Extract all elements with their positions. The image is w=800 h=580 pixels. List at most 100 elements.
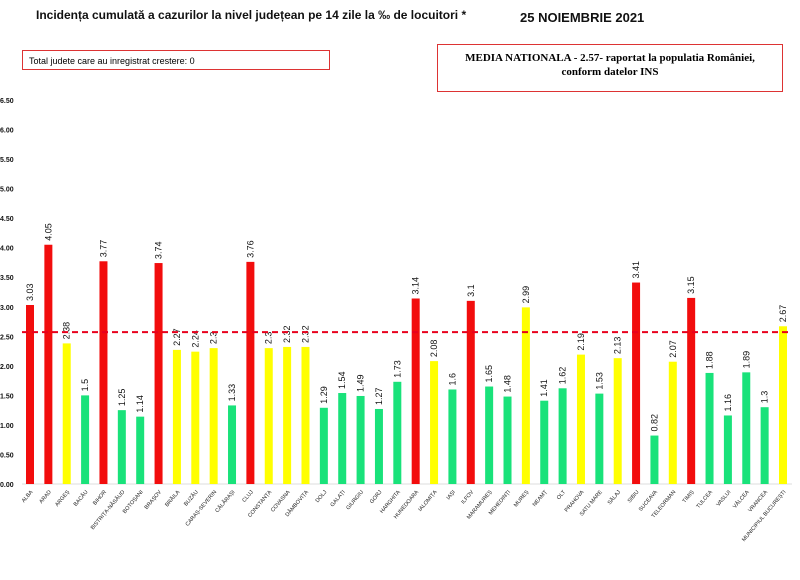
- y-tick-label: 0.00: [0, 482, 14, 489]
- data-label: 2.08: [429, 340, 439, 358]
- data-label: 2.27: [172, 328, 182, 346]
- bar: [613, 358, 622, 484]
- x-tick-label: TULCEA: [696, 489, 715, 510]
- data-label: 2.32: [282, 325, 292, 343]
- data-label: 1.48: [503, 375, 513, 393]
- data-label: 2.19: [576, 333, 586, 351]
- data-label: 3.41: [631, 261, 641, 279]
- data-label: 2.32: [300, 325, 310, 343]
- bar: [742, 372, 751, 484]
- data-label: 1.5: [80, 379, 90, 392]
- y-tick-label: 1.50: [0, 393, 14, 400]
- data-label: 3.76: [245, 240, 255, 258]
- bar: [558, 388, 567, 484]
- data-label: 2.07: [668, 340, 678, 358]
- x-tick-label: DOLJ: [315, 489, 329, 504]
- bar: [338, 393, 347, 484]
- y-tick-label: 5.50: [0, 157, 14, 164]
- x-tick-label: ILFOV: [460, 489, 475, 505]
- x-tick-label: VASLUI: [716, 489, 733, 508]
- y-tick-label: 2.50: [0, 334, 14, 341]
- data-label: 1.89: [741, 351, 751, 369]
- bar: [650, 435, 659, 484]
- data-label: 1.53: [594, 372, 604, 390]
- bar: [576, 354, 585, 484]
- national-average-line2: conform datelor INS: [561, 66, 659, 78]
- bar: [466, 300, 475, 484]
- bar: [448, 389, 457, 484]
- bar: [264, 348, 273, 484]
- y-tick-label: 2.00: [0, 364, 14, 371]
- data-label: 3.15: [686, 276, 696, 294]
- bar: [246, 261, 255, 484]
- data-label: 1.49: [356, 374, 366, 392]
- x-tick-label: ARAD: [38, 489, 52, 505]
- x-tick-label: BRAȘOV: [144, 489, 164, 511]
- data-label: 1.14: [135, 395, 145, 413]
- national-average-line1: MEDIA NATIONALA - 2.57- raportat la popu…: [465, 52, 755, 64]
- bar: [62, 343, 71, 484]
- bar: [485, 386, 494, 484]
- x-tick-label: IALOMIȚA: [417, 489, 438, 513]
- bar: [191, 351, 200, 484]
- data-label: 4.05: [43, 223, 53, 241]
- bar: [687, 297, 696, 484]
- y-tick-label: 1.00: [0, 423, 14, 430]
- x-tick-label: BISTRIȚA-NĂSĂUD: [89, 489, 126, 531]
- y-tick-label: 3.50: [0, 275, 14, 282]
- y-tick-label: 6.00: [0, 128, 14, 135]
- chart-title: Incidența cumulată a cazurilor la nivel …: [36, 8, 467, 22]
- bar: [44, 244, 53, 484]
- bar: [81, 395, 90, 484]
- bar: [374, 408, 383, 484]
- data-label: 3.1: [466, 284, 476, 297]
- bar: [356, 395, 365, 484]
- bar: [117, 410, 126, 484]
- data-label: 2.99: [521, 286, 531, 304]
- data-label: 1.33: [227, 384, 237, 402]
- bar: [319, 407, 328, 484]
- bar: [228, 405, 237, 484]
- bar: [595, 393, 604, 484]
- x-tick-label: BUZĂU: [182, 489, 199, 508]
- bar: [393, 381, 402, 484]
- y-tick-label: 0.50: [0, 452, 14, 459]
- data-label: 1.65: [484, 365, 494, 383]
- data-label: 2.24: [190, 330, 200, 348]
- bar: [779, 326, 787, 484]
- data-label: 1.54: [337, 371, 347, 389]
- x-tick-label: OLT: [556, 489, 568, 501]
- data-label: 2.3: [209, 332, 219, 345]
- data-label: 1.73: [392, 360, 402, 378]
- bar: [136, 416, 145, 484]
- y-tick-label: 6.50: [0, 98, 14, 105]
- x-tick-label: BIHOR: [92, 489, 108, 506]
- bar: [540, 400, 549, 484]
- x-tick-label: CLUJ: [241, 489, 255, 504]
- bar: [760, 407, 769, 484]
- bar: [503, 396, 512, 484]
- x-tick-label: CĂLĂRAȘI: [214, 488, 237, 514]
- data-label: 1.62: [558, 367, 568, 385]
- data-label: 1.88: [705, 351, 715, 369]
- x-tick-label: GIURGIU: [345, 489, 365, 511]
- data-label: 3.77: [98, 240, 108, 258]
- data-label: 3.03: [25, 283, 35, 301]
- x-tick-label: BACĂU: [72, 489, 90, 508]
- data-label: 0.82: [649, 414, 659, 432]
- bar: [172, 349, 181, 484]
- bar: [705, 372, 714, 484]
- x-tick-label: GALAȚI: [330, 489, 347, 508]
- data-label: 1.29: [319, 386, 329, 404]
- data-label: 2.13: [613, 337, 623, 355]
- bar: [301, 346, 310, 484]
- x-tick-label: VÂLCEA: [731, 489, 751, 510]
- bar: [723, 415, 732, 484]
- bar: [632, 282, 641, 484]
- y-tick-label: 5.00: [0, 187, 14, 194]
- data-label: 3.14: [411, 277, 421, 295]
- bar: [99, 261, 108, 484]
- data-label: 1.27: [374, 387, 384, 405]
- data-label: 1.41: [539, 379, 549, 397]
- x-tick-label: SĂLAJ: [606, 489, 622, 507]
